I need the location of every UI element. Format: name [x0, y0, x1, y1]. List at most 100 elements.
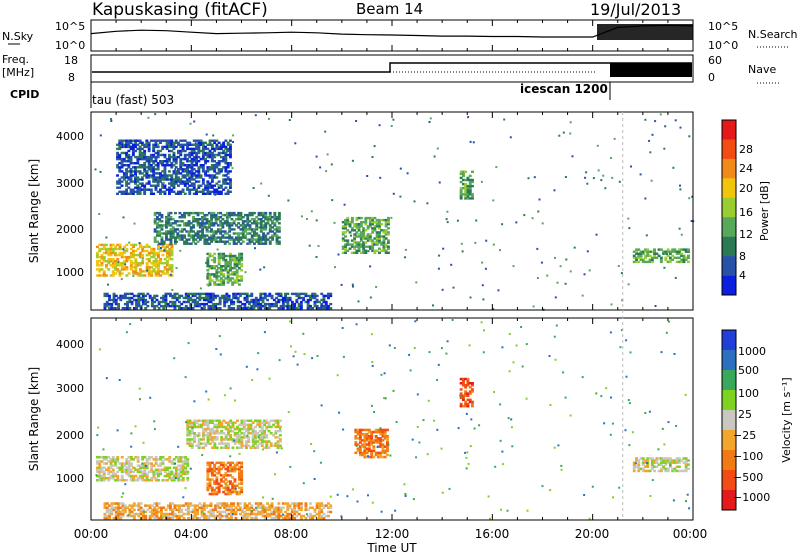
heatmap-cell	[236, 434, 239, 437]
heatmap-cell	[120, 496, 123, 498]
heatmap-cell	[309, 298, 312, 302]
cpid-program-2: icescan 1200	[520, 82, 608, 96]
heatmap-cell	[193, 304, 197, 308]
heatmap-cell	[217, 423, 221, 427]
heatmap-cell	[235, 279, 239, 282]
heatmap-cell	[657, 463, 661, 466]
heatmap-cell	[662, 457, 665, 460]
heatmap-cell	[284, 510, 287, 514]
heatmap-cell	[206, 160, 210, 163]
heatmap-cell	[363, 439, 367, 442]
heatmap-cell	[293, 504, 297, 507]
heatmap-cell	[247, 423, 251, 427]
heatmap-cell	[365, 447, 369, 450]
heatmap-cell	[102, 270, 106, 273]
heatmap-cell	[229, 490, 232, 494]
heatmap-cell	[562, 131, 565, 134]
heatmap-cell	[646, 462, 649, 464]
heatmap-cell	[480, 321, 483, 324]
heatmap-cell	[175, 516, 179, 520]
heatmap-cell	[281, 304, 285, 308]
colorbar-segment	[722, 430, 736, 451]
heatmap-cell	[161, 479, 165, 482]
heatmap-cell	[595, 392, 598, 395]
heatmap-cell	[250, 294, 254, 298]
heatmap-cell	[464, 195, 468, 198]
heatmap-cell	[175, 267, 178, 270]
heatmap-cell	[238, 256, 241, 260]
heatmap-cell	[208, 434, 212, 437]
heatmap-cell	[162, 294, 166, 298]
heatmap-cell	[382, 239, 386, 242]
heatmap-cell	[163, 166, 167, 169]
heatmap-cell	[224, 151, 228, 155]
heatmap-cell	[229, 151, 232, 155]
heatmap-cell	[297, 504, 301, 507]
heatmap-cell	[218, 502, 222, 505]
heatmap-cell	[211, 510, 215, 514]
heatmap-cell	[452, 286, 455, 289]
heatmap-cell	[153, 506, 157, 509]
heatmap-cell	[152, 260, 156, 263]
heatmap-cell	[192, 157, 196, 161]
heatmap-cell	[357, 229, 361, 232]
heatmap-cell	[159, 262, 163, 265]
heatmap-cell	[152, 174, 156, 177]
heatmap-cell	[468, 180, 472, 184]
heatmap-cell	[188, 160, 192, 163]
heatmap-cell	[183, 180, 187, 183]
heatmap-cell	[161, 147, 165, 151]
heatmap-cell	[358, 428, 362, 432]
heatmap-cell	[244, 230, 247, 233]
heatmap-cell	[387, 233, 390, 236]
heatmap-cell	[153, 307, 157, 310]
heatmap-cell	[466, 178, 470, 182]
heatmap-cell	[446, 340, 449, 343]
heatmap-cell	[372, 441, 376, 444]
heatmap-cell	[184, 508, 188, 512]
heatmap-cell	[144, 514, 148, 518]
heatmap-cell	[163, 168, 167, 171]
heatmap-cell	[210, 178, 214, 181]
heatmap-cell	[257, 213, 261, 217]
heatmap-cell	[295, 502, 299, 505]
heatmap-cell	[116, 174, 119, 177]
heatmap-cell	[172, 458, 176, 461]
heatmap-cell	[197, 180, 201, 183]
heatmap-cell	[162, 514, 166, 518]
heatmap-cell	[153, 514, 157, 518]
heatmap-cell	[98, 472, 102, 476]
heatmap-cell	[206, 484, 210, 487]
heatmap-cell	[256, 421, 260, 424]
heatmap-cell	[184, 468, 187, 471]
heatmap-cell	[236, 438, 239, 441]
heatmap-cell	[170, 176, 174, 179]
heatmap-cell	[270, 294, 274, 298]
heatmap-cell	[229, 180, 232, 183]
heatmap-cell	[346, 223, 350, 226]
heatmap-cell	[125, 160, 128, 163]
heatmap-cell	[173, 514, 177, 518]
heatmap-cell	[148, 504, 152, 507]
heatmap-cell	[210, 211, 213, 215]
heatmap-cell	[635, 457, 638, 460]
heatmap-cell	[215, 279, 219, 282]
heatmap-cell	[664, 252, 668, 255]
heatmap-cell	[648, 254, 652, 257]
heatmap-cell	[125, 170, 128, 173]
heatmap-cell	[154, 157, 158, 161]
heatmap-cell	[240, 469, 244, 473]
heatmap-cell	[351, 283, 354, 286]
heatmap-cell	[177, 445, 180, 448]
heatmap-cell	[204, 147, 207, 151]
heatmap-cell	[232, 238, 236, 241]
heatmap-cell	[132, 479, 135, 482]
heatmap-cell	[154, 155, 158, 159]
heatmap-cell	[136, 247, 140, 251]
heatmap-cell	[138, 147, 142, 151]
heatmap-cell	[177, 149, 180, 153]
heatmap-cell	[158, 211, 162, 215]
heatmap-cell	[183, 157, 187, 161]
heatmap-cell	[378, 124, 381, 127]
heatmap-cell	[187, 506, 190, 509]
